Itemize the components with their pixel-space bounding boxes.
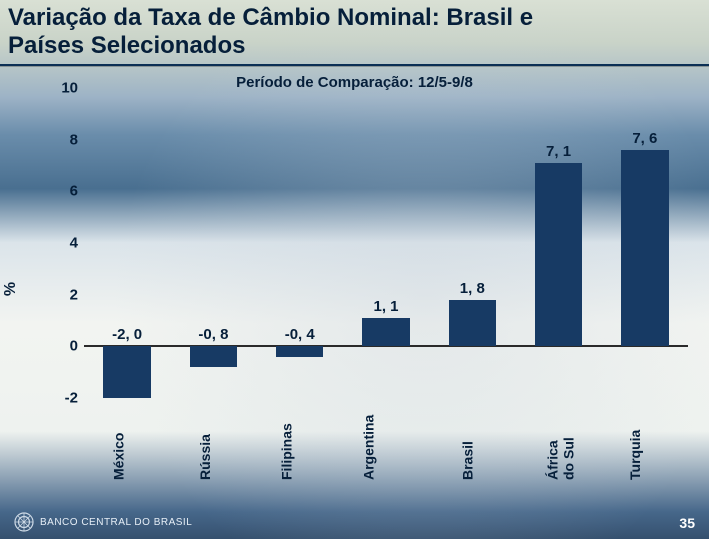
bar <box>621 150 668 346</box>
chart-area: % 1086420-2-2, 0México-0, 8Rússia-0, 4Fi… <box>38 88 688 490</box>
y-tick: -2 <box>40 390 78 407</box>
value-label: 1, 8 <box>460 280 485 297</box>
value-label: 1, 1 <box>373 298 398 315</box>
value-label: -0, 8 <box>198 326 228 343</box>
y-tick: 10 <box>40 80 78 97</box>
category-label: Filipinas <box>278 423 294 480</box>
category-label: Áfricado Sul <box>544 437 576 480</box>
bar <box>276 346 323 356</box>
category-label: Rússia <box>197 434 213 480</box>
y-tick: 4 <box>40 235 78 252</box>
y-tick: 0 <box>40 338 78 355</box>
bar <box>535 163 582 346</box>
bank-logo-icon <box>14 512 34 532</box>
y-tick: 2 <box>40 286 78 303</box>
category-label: Turquia <box>627 430 643 480</box>
y-axis-label: % <box>2 282 20 296</box>
slide: Variação da Taxa de Câmbio Nominal: Bras… <box>0 0 709 539</box>
category-label: México <box>110 433 126 480</box>
value-label: -2, 0 <box>112 326 142 343</box>
y-tick: 6 <box>40 183 78 200</box>
bar <box>103 346 150 398</box>
footer-logo: BANCO CENTRAL DO BRASIL <box>14 512 192 532</box>
value-label: 7, 6 <box>632 130 657 147</box>
value-label: 7, 1 <box>546 143 571 160</box>
bar <box>362 318 409 346</box>
plot-area: 1086420-2-2, 0México-0, 8Rússia-0, 4Fili… <box>84 88 688 398</box>
slide-title: Variação da Taxa de Câmbio Nominal: Bras… <box>8 4 589 59</box>
page-number: 35 <box>679 515 695 531</box>
y-tick: 8 <box>40 131 78 148</box>
category-label: Argentina <box>360 415 376 480</box>
value-label: -0, 4 <box>285 326 315 343</box>
title-divider <box>0 64 709 66</box>
bar <box>190 346 237 367</box>
category-label: Brasil <box>460 441 476 480</box>
bar <box>449 300 496 347</box>
footer: BANCO CENTRAL DO BRASIL 35 <box>0 503 709 539</box>
footer-org: BANCO CENTRAL DO BRASIL <box>40 517 192 528</box>
